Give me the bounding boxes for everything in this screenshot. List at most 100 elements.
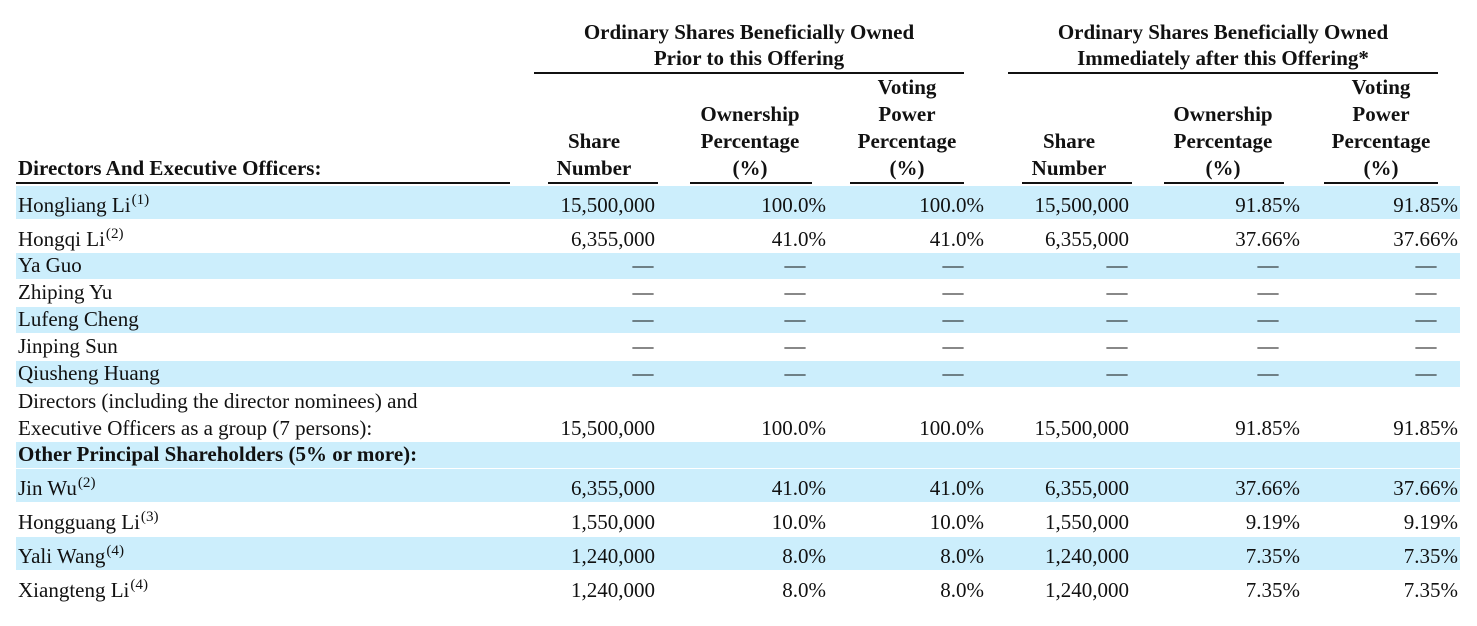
row-band (16, 186, 1460, 219)
value-cell: 1,240,000 (1045, 578, 1129, 602)
footnote-marker: (4) (130, 577, 149, 594)
value-cell: 1,240,000 (1045, 544, 1129, 568)
column-header-word: (%) (889, 156, 925, 180)
row-name-line: Executive Officers as a group (7 persons… (18, 416, 373, 440)
value-cell: 15,500,000 (1034, 193, 1130, 217)
empty-dash: — (632, 361, 654, 385)
empty-dash: — (1415, 334, 1437, 358)
value-cell: 6,355,000 (1045, 476, 1129, 500)
column-header-prior-share: Share Number (530, 128, 658, 182)
table-row: Qiusheng Huang — — — — — — (0, 361, 1477, 387)
column-header-word: Share (1042, 129, 1096, 153)
empty-dash: — (1257, 253, 1279, 277)
row-name: Lufeng Cheng (18, 307, 139, 331)
value-cell: 8.0% (782, 578, 826, 602)
empty-dash: — (1106, 253, 1128, 277)
group-header-prior-line2: Prior to this Offering (653, 46, 845, 70)
column-header-after-ownership: Ownership Percentage (%) (1152, 101, 1294, 182)
empty-dash: — (784, 307, 806, 331)
group-rule-prior (534, 72, 964, 74)
footnote-marker: (1) (131, 192, 150, 209)
column-header-word: Percentage (700, 129, 800, 153)
value-cell: 9.19% (1403, 510, 1458, 534)
empty-dash: — (942, 361, 964, 385)
row-band (16, 537, 1460, 570)
group-header-prior: Ordinary Shares Beneficially Owned Prior… (534, 19, 964, 71)
footnote-marker: (4) (106, 543, 125, 560)
table-row: Jinping Sun — — — — — — (0, 334, 1477, 360)
empty-dash: — (942, 253, 964, 277)
column-rule-prior-share (548, 182, 658, 184)
column-header-word: (%) (732, 156, 768, 180)
value-cell: 41.0% (771, 227, 826, 251)
value-cell: 37.66% (1235, 476, 1300, 500)
row-band (16, 253, 1460, 279)
column-header-word: Ownership (1173, 102, 1273, 126)
row-name: Jinping Sun (18, 334, 118, 358)
value-cell: 100.0% (761, 416, 826, 440)
column-header-word: (%) (1205, 156, 1241, 180)
footnote-marker: (2) (77, 475, 96, 492)
value-cell: 15,500,000 (560, 416, 656, 440)
value-cell: 37.66% (1393, 227, 1458, 251)
value-cell: 91.85% (1393, 193, 1458, 217)
value-cell: 15,500,000 (1034, 416, 1130, 440)
table-row: Jin Wu(2) 6,355,000 41.0% 41.0% 6,355,000 37.… (0, 469, 1477, 502)
empty-dash: — (632, 307, 654, 331)
empty-dash: — (784, 253, 806, 277)
value-cell: 7.35% (1403, 578, 1458, 602)
section-label: Other Principal Shareholders (5% or more… (18, 442, 418, 466)
row-band (16, 307, 1460, 333)
row-name: Qiusheng Huang (18, 361, 160, 385)
table-row: Lufeng Cheng — — — — — — (0, 307, 1477, 333)
column-rule-name (16, 182, 510, 184)
table-row: Zhiping Yu — — — — — — (0, 280, 1477, 306)
column-header-word: Power (1352, 102, 1410, 126)
value-cell: 91.85% (1393, 416, 1458, 440)
row-name: Ya Guo (18, 253, 82, 277)
empty-dash: — (1415, 253, 1437, 277)
empty-dash: — (1257, 280, 1279, 304)
column-header-prior-voting: Voting Power Percentage (%) (836, 74, 978, 182)
row-name: Hongqi Li(2) (18, 226, 124, 251)
row-name: Hongliang Li(1) (18, 192, 150, 217)
value-cell: 91.85% (1235, 193, 1300, 217)
value-cell: 6,355,000 (571, 476, 655, 500)
empty-dash: — (1415, 280, 1437, 304)
empty-dash: — (1106, 334, 1128, 358)
empty-dash: — (1415, 361, 1437, 385)
value-cell: 37.66% (1235, 227, 1300, 251)
row-name: Zhiping Yu (18, 280, 113, 304)
value-cell: 8.0% (782, 544, 826, 568)
table-row: Xiangteng Li(4) 1,240,000 8.0% 8.0% 1,240,00… (0, 571, 1477, 604)
column-rule-prior-voting (850, 182, 964, 184)
value-cell: 100.0% (761, 193, 826, 217)
row-name: Hongguang Li(3) (18, 509, 159, 534)
value-cell: 41.0% (771, 476, 826, 500)
column-rule-prior-ownership (690, 182, 812, 184)
row-name: Directors (including the director nomine… (18, 388, 417, 442)
empty-dash: — (942, 280, 964, 304)
column-header-word: Percentage (1331, 129, 1431, 153)
empty-dash: — (942, 307, 964, 331)
table-row: Directors (including the director nomine… (0, 388, 1477, 442)
value-cell: 100.0% (919, 416, 984, 440)
value-cell: 15,500,000 (560, 193, 656, 217)
column-header-prior-ownership: Ownership Percentage (%) (678, 101, 822, 182)
column-header-after-share: Share Number (1006, 128, 1132, 182)
empty-dash: — (1257, 361, 1279, 385)
column-header-name: Directors And Executive Officers: (18, 156, 322, 180)
empty-dash: — (942, 334, 964, 358)
column-header-word: Percentage (1173, 129, 1273, 153)
value-cell: 100.0% (919, 193, 984, 217)
row-name: Yali Wang(4) (18, 543, 125, 568)
empty-dash: — (1415, 307, 1437, 331)
group-header-after: Ordinary Shares Beneficially Owned Immed… (1008, 19, 1438, 71)
row-band (16, 442, 1460, 468)
column-header-word: Power (878, 102, 936, 126)
value-cell: 6,355,000 (571, 227, 655, 251)
group-header-after-line2: Immediately after this Offering* (1077, 46, 1369, 70)
value-cell: 6,355,000 (1045, 227, 1129, 251)
empty-dash: — (1106, 361, 1128, 385)
column-header-word: Voting (1351, 75, 1411, 99)
